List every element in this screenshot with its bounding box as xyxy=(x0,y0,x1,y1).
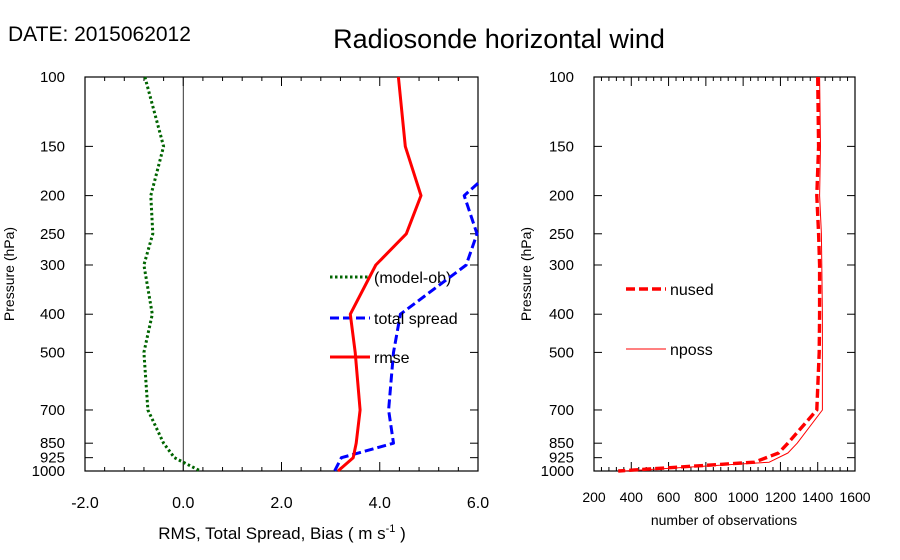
left-y-tick-label: 500 xyxy=(40,344,65,361)
right-y-tick-label: 850 xyxy=(549,435,574,452)
right-x-tick-label: 600 xyxy=(657,489,681,505)
right-y-tick-label: 500 xyxy=(549,344,574,361)
right-y-tick-label: 300 xyxy=(549,257,574,274)
left-y-tick-label: 1000 xyxy=(32,463,65,480)
left-y-tick-label: 400 xyxy=(40,306,65,323)
right-y-tick-label: 700 xyxy=(549,402,574,419)
right-x-tick-label: 1400 xyxy=(802,489,833,505)
left-series-rmse xyxy=(337,76,423,473)
left-y-tick-label: 200 xyxy=(40,188,65,205)
left-y-tick-label: 150 xyxy=(40,138,65,155)
left-legend-label: total spread xyxy=(374,311,458,328)
left-x-tick-label: 0.0 xyxy=(172,495,194,512)
left-y-tick-label: 700 xyxy=(40,402,65,419)
right-y-tick-label: 100 xyxy=(549,69,574,86)
right-series-nused xyxy=(618,76,822,473)
left-series-total-spread xyxy=(333,182,480,472)
left-x-tick-label: 4.0 xyxy=(369,495,391,512)
right-x-tick-label: 1600 xyxy=(839,489,870,505)
right-x-tick-label: 800 xyxy=(694,489,718,505)
date-label: DATE: 2015062012 xyxy=(8,23,191,46)
right-y-tick-label: 250 xyxy=(549,226,574,243)
right-y-tick-label: 200 xyxy=(549,188,574,205)
right-y-tick-label: 1000 xyxy=(541,463,574,480)
right-x-tick-label: 200 xyxy=(582,489,606,505)
right-x-axis-label: number of observations xyxy=(651,512,797,528)
right-y-tick-label: 150 xyxy=(549,138,574,155)
right-legend-label: nposs xyxy=(670,342,713,359)
right-y-axis-label: Pressure (hPa) xyxy=(518,227,534,321)
right-x-tick-label: 400 xyxy=(620,489,644,505)
left-y-axis-label: Pressure (hPa) xyxy=(1,227,17,321)
right-x-tick-label: 1200 xyxy=(765,489,796,505)
left-y-tick-label: 250 xyxy=(40,226,65,243)
left-legend-label: rmse xyxy=(374,350,410,367)
right-y-tick-label: 925 xyxy=(549,450,574,467)
right-plot-frame xyxy=(593,76,856,472)
chart-title: Radiosonde horizontal wind xyxy=(333,24,665,54)
right-legend-label: nused xyxy=(670,282,714,299)
left-x-tick-label: 6.0 xyxy=(467,495,489,512)
right-series-nposs xyxy=(623,76,823,472)
left-y-tick-label: 300 xyxy=(40,257,65,274)
left-series-model-ob xyxy=(142,76,202,473)
left-legend-label: (model-ob) xyxy=(374,270,451,287)
left-y-tick-label: 100 xyxy=(40,69,65,86)
left-x-tick-label: -2.0 xyxy=(71,495,99,512)
left-y-tick-label: 850 xyxy=(40,435,65,452)
left-y-tick-label: 925 xyxy=(40,450,65,467)
right-y-tick-label: 400 xyxy=(549,306,574,323)
right-x-tick-label: 1000 xyxy=(728,489,759,505)
left-x-axis-label: RMS, Total Spread, Bias ( m s-1 ) xyxy=(158,523,406,543)
left-x-tick-label: 2.0 xyxy=(270,495,292,512)
